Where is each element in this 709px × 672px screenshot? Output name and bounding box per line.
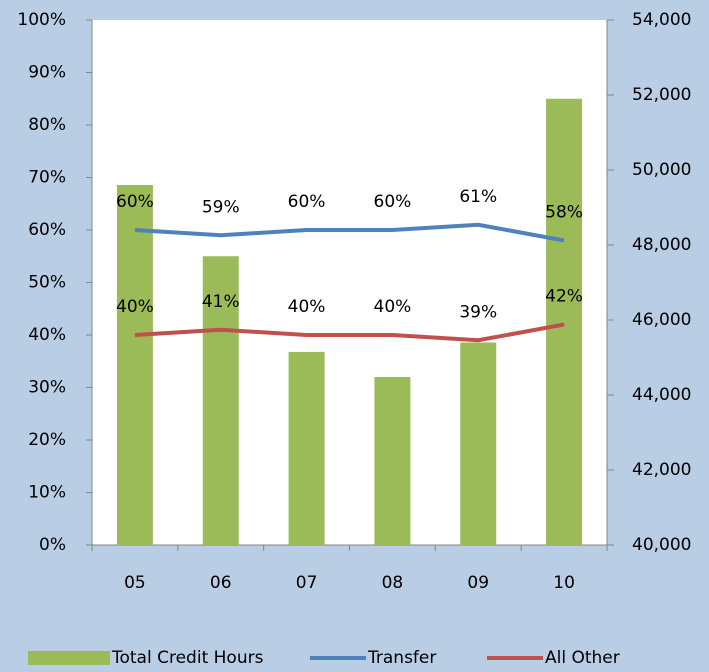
data-label: 59% bbox=[202, 197, 240, 217]
y-tick-label: 90% bbox=[28, 63, 66, 83]
x-tick-label: 10 bbox=[553, 573, 575, 593]
y-tick-label: 0% bbox=[39, 535, 66, 555]
y-tick-label: 70% bbox=[28, 168, 66, 188]
y-tick-label: 80% bbox=[28, 115, 66, 135]
line bbox=[134, 222, 565, 243]
y-tick-label: 30% bbox=[28, 378, 66, 398]
y-tick-label: 20% bbox=[28, 430, 66, 450]
data-label: 60% bbox=[374, 192, 412, 212]
y2-tick-label: 46,000 bbox=[632, 310, 691, 330]
data-label: 41% bbox=[202, 292, 240, 312]
x-tick-label: 09 bbox=[467, 573, 489, 593]
x-tick-label: 08 bbox=[382, 573, 404, 593]
bar bbox=[546, 98, 583, 545]
y-tick-label: 40% bbox=[28, 325, 66, 345]
y2-tick-label: 52,000 bbox=[632, 85, 691, 105]
bar bbox=[374, 377, 411, 545]
x-tick-label: 05 bbox=[124, 573, 146, 593]
bar bbox=[288, 351, 325, 545]
data-label: 60% bbox=[116, 192, 154, 212]
legend-label: All Other bbox=[545, 648, 620, 668]
y-tick-label: 10% bbox=[28, 483, 66, 503]
x-tick-label: 06 bbox=[210, 573, 232, 593]
bar bbox=[202, 256, 239, 545]
data-label: 40% bbox=[116, 297, 154, 317]
data-label: 42% bbox=[545, 287, 583, 307]
y-tick-label: 60% bbox=[28, 220, 66, 240]
legend-swatch bbox=[28, 651, 110, 665]
data-label: 39% bbox=[459, 302, 497, 322]
bar bbox=[460, 342, 497, 545]
data-label: 60% bbox=[288, 192, 326, 212]
y2-tick-label: 42,000 bbox=[632, 460, 691, 480]
data-label: 61% bbox=[459, 187, 497, 207]
y2-tick-label: 50,000 bbox=[632, 160, 691, 180]
y2-tick-label: 44,000 bbox=[632, 385, 691, 405]
y-tick-label: 50% bbox=[28, 273, 66, 293]
data-label: 40% bbox=[374, 297, 412, 317]
y2-tick-label: 40,000 bbox=[632, 535, 691, 555]
y2-tick-label: 54,000 bbox=[632, 10, 691, 30]
data-label: 58% bbox=[545, 203, 583, 223]
bar bbox=[116, 185, 153, 545]
legend-label: Transfer bbox=[367, 648, 436, 668]
line bbox=[134, 322, 565, 343]
y-tick-label: 100% bbox=[17, 10, 66, 30]
legend-label: Total Credit Hours bbox=[111, 648, 264, 668]
x-tick-label: 07 bbox=[296, 573, 318, 593]
y2-tick-label: 48,000 bbox=[632, 235, 691, 255]
data-label: 40% bbox=[288, 297, 326, 317]
plot-area bbox=[92, 20, 607, 545]
